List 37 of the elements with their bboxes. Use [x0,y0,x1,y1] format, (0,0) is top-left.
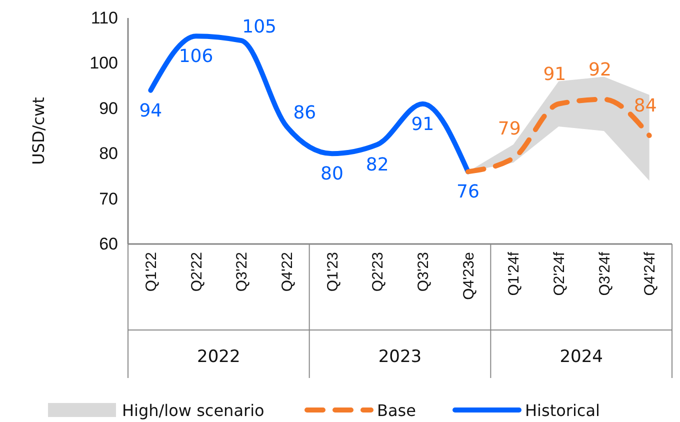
x-tick-label: Q3'22 [234,252,251,292]
x-tick-label: Q1'22 [142,252,160,292]
y-tick-label: 60 [99,234,118,254]
data-label: 79 [498,118,521,140]
data-label: 82 [366,154,389,176]
y-tick-label: 90 [99,98,118,118]
data-label: 86 [293,102,316,124]
x-tick-label: Q4'23e [460,252,478,300]
data-label: 92 [588,60,612,81]
data-label: 84 [634,96,657,117]
data-label: 106 [178,46,214,68]
data-label: 94 [139,100,162,122]
data-label: 91 [543,64,566,86]
text: 2023 [378,347,422,367]
y-tick-label: 110 [90,8,118,28]
x-tick-label: Q1'23 [324,252,342,292]
legend-label: Historical [525,401,600,420]
x-tick-label: Q4'24f [642,251,659,296]
data-label: 105 [242,16,277,38]
x-tick-label: Q3'23 [414,252,432,292]
y-tick-label: 100 [90,54,118,73]
x-tick-label: Q1'24f [506,251,523,296]
text: 2022 [197,347,240,367]
legend-label: Base [377,401,416,420]
x-tick-label: Q3'24f [596,251,614,296]
data-label: 76 [456,182,480,203]
text: 2024 [560,347,603,367]
x-tick-label: Q2'22 [188,252,206,292]
x-tick-label: Q4'22 [278,252,296,292]
y-axis-title: USD/cwt [29,97,48,165]
data-label: 80 [320,164,344,185]
y-tick-label: 70 [99,189,118,208]
data-label: 91 [411,114,434,135]
text: High/low scenario [122,401,264,420]
x-tick-label: Q2'23 [370,252,387,292]
y-tick-label: 80 [99,144,118,164]
x-tick-label: Q2'24f [550,251,568,296]
